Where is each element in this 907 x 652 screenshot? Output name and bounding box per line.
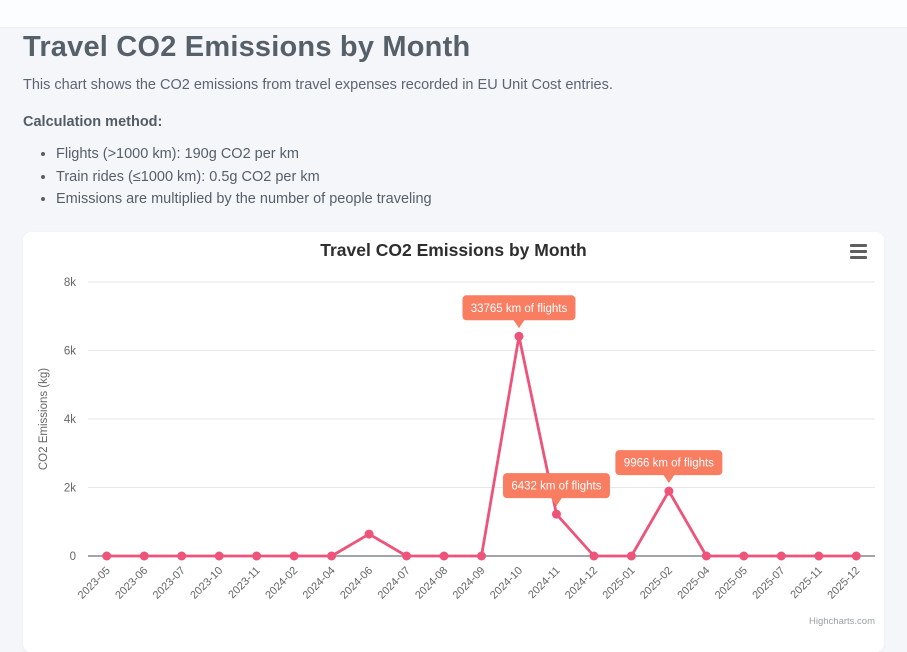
page-subtitle: This chart shows the CO2 emissions from …: [23, 77, 613, 93]
annotation-text: 9966 km of flights: [624, 458, 714, 470]
x-tick-label: 2024-02: [263, 565, 300, 602]
x-tick-label: 2023-11: [226, 565, 262, 601]
data-point-marker[interactable]: [139, 551, 149, 561]
bullet-item-flights: Flights (>1000 km): 190g CO2 per km: [56, 146, 432, 163]
x-tick-label: 2025-01: [600, 565, 637, 602]
chart-context-menu-button[interactable]: [850, 244, 867, 259]
data-point-marker[interactable]: [477, 551, 486, 561]
x-tick-label: 2024-12: [563, 565, 600, 602]
x-tick-label: 2025-12: [825, 565, 862, 602]
annotation-box: [502, 473, 610, 499]
data-point-marker[interactable]: [252, 551, 262, 561]
data-point-marker[interactable]: [851, 551, 861, 561]
annotation-label: 33765 km of flights: [462, 295, 576, 329]
x-tick-label: 2025-05: [713, 565, 750, 602]
top-bar: [0, 0, 907, 28]
series-line: [106, 334, 857, 558]
x-tick-label: 2024-07: [376, 565, 413, 602]
bullet-item-people: Emissions are multiplied by the number o…: [56, 191, 432, 208]
annotation-text: 33765 km of flights: [471, 303, 568, 315]
data-point-marker[interactable]: [177, 551, 187, 561]
data-point-marker[interactable]: [664, 486, 674, 496]
annotation-text: 6432 km of flights: [511, 481, 601, 493]
x-tick-label: 2023-07: [151, 565, 188, 602]
annotation-label: 9966 km of flights: [615, 450, 723, 484]
x-tick-label: 2024-06: [338, 565, 375, 602]
data-point-marker[interactable]: [514, 331, 524, 341]
y-tick-label: 6k: [64, 346, 76, 358]
x-tick-label: 2024-11: [526, 565, 562, 601]
chart-card: 0 2k 4k 6k 8k CO2 Emissions (kg) 2023-05 2023-0…: [23, 232, 884, 652]
data-point-marker[interactable]: [701, 551, 711, 561]
x-tick-label: 2023-06: [113, 565, 150, 602]
x-tick-label: 2024-04: [301, 565, 338, 602]
x-tick-label: 2023-05: [76, 565, 113, 602]
data-point-marker[interactable]: [551, 509, 561, 519]
data-point-marker[interactable]: [626, 551, 636, 561]
page-title: Travel CO2 Emissions by Month: [23, 31, 471, 63]
data-point-marker[interactable]: [327, 551, 337, 561]
y-tick-label: 4k: [64, 414, 76, 426]
annotation-pointer: [550, 497, 563, 507]
annotation-pointer: [662, 474, 675, 484]
data-point-marker[interactable]: [814, 551, 824, 561]
x-tick-label: 2024-10: [488, 565, 525, 602]
annotation-pointer: [512, 319, 525, 329]
data-point-marker[interactable]: [439, 551, 449, 561]
x-tick-label: 2023-10: [188, 565, 225, 602]
data-point-marker[interactable]: [364, 529, 374, 539]
x-tick-label: 2025-11: [788, 565, 824, 601]
data-point-marker[interactable]: [739, 551, 749, 561]
data-point-marker[interactable]: [589, 551, 599, 561]
x-tick-label: 2025-02: [638, 565, 675, 602]
y-tick-label: 0: [70, 551, 76, 563]
annotation-box: [615, 450, 723, 476]
data-point-marker[interactable]: [776, 551, 786, 561]
y-tick-label: 2k: [64, 483, 76, 495]
chart-title: Travel CO2 Emissions by Month: [320, 240, 587, 260]
x-tick-label: 2025-07: [750, 565, 787, 602]
x-tick-label: 2025-04: [675, 565, 712, 602]
highcharts-credits-link[interactable]: Highcharts.com: [809, 616, 875, 627]
bullet-item-trains: Train rides (≤1000 km): 0.5g CO2 per km: [56, 169, 432, 186]
calculation-bullet-list: Flights (>1000 km): 190g CO2 per km Trai…: [23, 146, 432, 214]
calculation-method-heading: Calculation method:: [23, 114, 163, 130]
x-tick-label: 2024-08: [413, 565, 450, 602]
x-tick-label: 2024-09: [451, 565, 488, 602]
data-point-marker[interactable]: [402, 551, 412, 561]
y-axis-title: CO2 Emissions (kg): [38, 368, 50, 470]
data-point-marker[interactable]: [289, 551, 299, 561]
data-point-marker[interactable]: [214, 551, 224, 561]
annotation-label: 6432 km of flights: [502, 473, 610, 507]
annotation-box: [462, 295, 576, 321]
data-point-marker[interactable]: [102, 551, 112, 561]
y-tick-label: 8k: [64, 277, 76, 289]
